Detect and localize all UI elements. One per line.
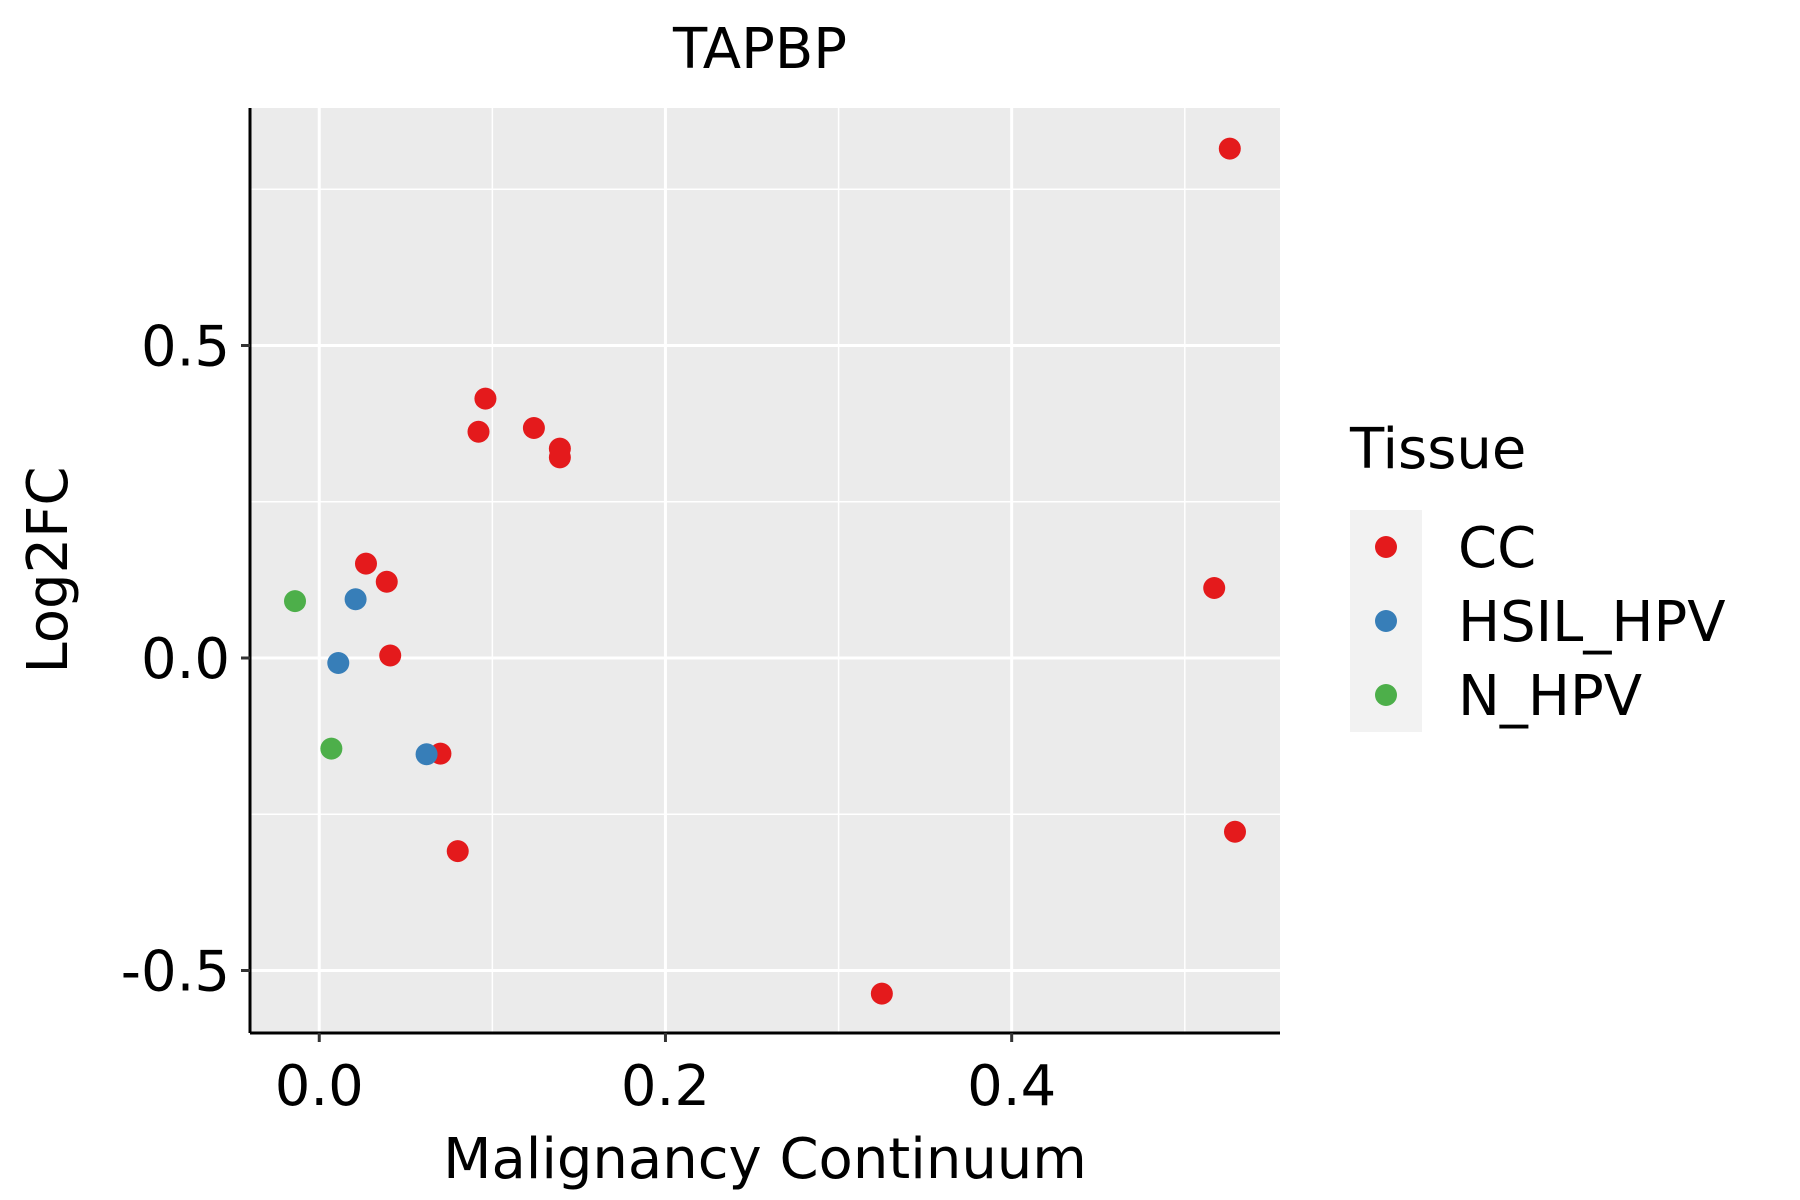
data-point-cc [474,387,497,410]
data-point-cc [375,570,398,593]
x-axis-title: Malignancy Continuum [443,1127,1087,1192]
y-axis-title: Log2FC [16,467,81,674]
x-tick-label: 0.0 [275,1054,364,1119]
data-point-cc [1203,577,1226,599]
legend-key-hsil-hpv [1375,610,1397,632]
legend-label: HSIL_HPV [1458,590,1726,655]
data-point-cc [522,417,545,439]
data-point-hsil-hpv [344,588,367,611]
data-point-cc [467,420,490,443]
legend-key-n-hpv [1375,684,1397,706]
x-tick-label: 0.4 [967,1054,1056,1119]
plot-panel [250,108,1280,1033]
data-point-cc [1223,820,1246,843]
x-axis-ticks: 0.0 0.2 0.4 [275,1033,1056,1119]
x-tick-label: 0.2 [621,1054,710,1119]
data-point-n-hpv [320,737,343,760]
legend-entries: CC HSIL_HPV N_HPV [1375,516,1726,729]
data-point-cc [379,644,402,667]
data-point-hsil-hpv [415,743,438,766]
y-axis-ticks: -0.5 0.0 0.5 [121,315,250,1005]
data-point-hsil-hpv [327,652,350,674]
data-point-cc [354,552,377,575]
major-gridlines [250,108,1280,1033]
minor-gridlines [250,108,1280,1033]
data-point-cc [1218,137,1241,160]
data-point-n-hpv [284,590,307,613]
data-point-cc [446,840,469,863]
data-point-cc [870,982,893,1005]
data-points [284,137,1246,1005]
axes: 0.0 0.2 0.4 -0.5 0.0 0.5 [121,108,1280,1119]
y-tick-label: 0.0 [141,627,230,692]
legend-label: N_HPV [1458,664,1642,729]
y-tick-label: -0.5 [121,940,230,1005]
legend-title: Tissue [1349,417,1526,482]
legend-label: CC [1458,516,1536,581]
y-tick-label: 0.5 [141,315,230,380]
legend: Tissue CC HSIL_HPV N_HPV [1349,417,1726,732]
chart-title: TAPBP [672,17,847,82]
legend-key-cc [1375,536,1397,558]
panel-background [250,108,1280,1033]
data-point-cc [548,446,571,469]
